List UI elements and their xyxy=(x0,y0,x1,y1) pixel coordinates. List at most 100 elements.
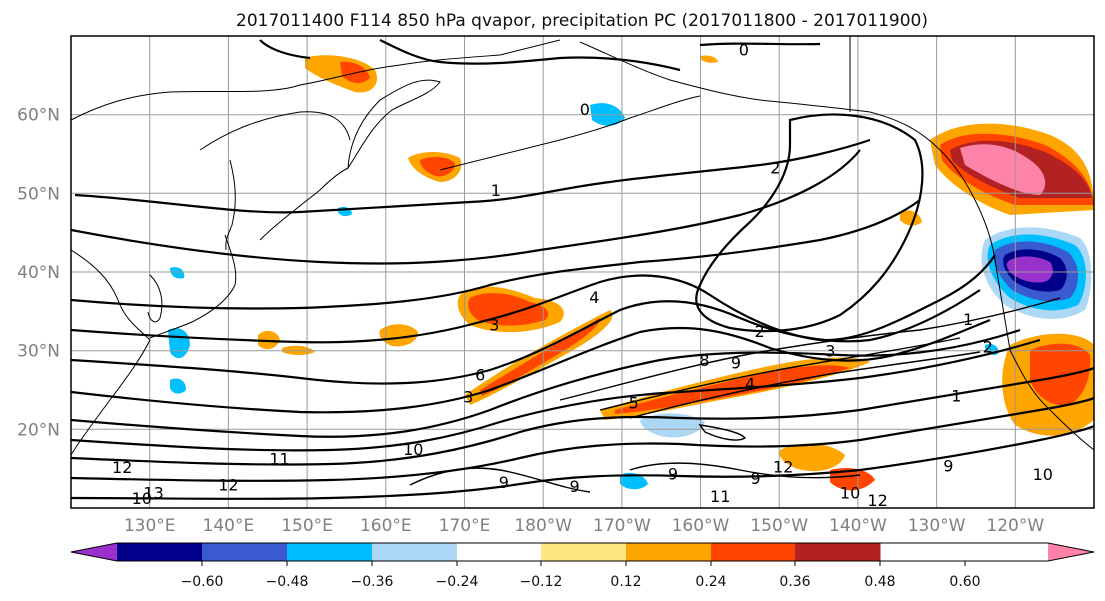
colorbar-segment xyxy=(626,543,712,561)
contour-line xyxy=(695,113,924,333)
colorbar-tick-label: 0.24 xyxy=(695,574,726,590)
colorbar-tick-label: 0.60 xyxy=(949,574,980,590)
contour-line xyxy=(71,396,1094,482)
coastline-okhotsk xyxy=(199,111,351,151)
contour-label: 4 xyxy=(589,288,599,307)
precip-negative-patch xyxy=(640,413,705,438)
contour-line xyxy=(71,318,991,414)
colorbar-segment xyxy=(711,543,796,561)
contour-label: 2 xyxy=(770,158,780,177)
lon-label: 120°W xyxy=(986,516,1044,536)
contour-line xyxy=(559,297,1061,401)
contour-line xyxy=(71,199,921,310)
precip-positive-patch xyxy=(700,55,718,63)
contour-label: 2 xyxy=(983,338,993,357)
contour-label: 5 xyxy=(629,394,639,413)
contour-line xyxy=(629,462,861,479)
lon-label: 150°W xyxy=(750,516,808,536)
precip-negative-patch xyxy=(170,267,185,279)
contour-label: 3 xyxy=(489,316,499,335)
graticule xyxy=(71,36,1094,508)
contour-label: 11 xyxy=(269,449,289,468)
precip-negative-patch xyxy=(620,472,648,490)
contour-label: 9 xyxy=(499,473,509,492)
contour-label: 0 xyxy=(739,40,749,59)
precip-negative-patch xyxy=(170,378,186,394)
contour-label: 9 xyxy=(668,464,678,483)
contour-line xyxy=(409,467,591,493)
colorbar-tick-label: 0.48 xyxy=(864,574,895,590)
contour-label: 13 xyxy=(143,483,163,502)
precip-positive-patch xyxy=(779,443,845,472)
lat-label: 30°N xyxy=(17,342,60,362)
colorbar-segment xyxy=(457,543,542,561)
map-frame xyxy=(70,35,1095,509)
lat-label: 60°N xyxy=(17,106,60,126)
lon-label: 180°W xyxy=(514,516,572,536)
colorbar-tick-label: −0.48 xyxy=(266,574,309,590)
precip-positive-patch xyxy=(830,468,875,491)
lon-label: 150°E xyxy=(281,516,333,536)
contour-line xyxy=(71,149,861,265)
lat-label: 50°N xyxy=(17,184,60,204)
contour-label: 9 xyxy=(751,469,761,488)
contour-label: 10 xyxy=(840,483,860,502)
contour-line xyxy=(599,337,961,411)
contour-label: 2 xyxy=(755,322,765,341)
lat-label: 40°N xyxy=(17,263,60,283)
contour-line xyxy=(71,328,1021,438)
precip-positive-patch xyxy=(468,293,549,326)
colorbar-segment xyxy=(202,543,288,561)
contour-line xyxy=(71,254,996,344)
contour-line xyxy=(71,366,1094,466)
coastline-china xyxy=(71,249,151,456)
contour-label: 12 xyxy=(867,491,887,510)
colorbar-segment xyxy=(372,543,458,561)
contour-line xyxy=(71,289,981,385)
contour-label: 8 xyxy=(699,351,709,370)
coastline-sakhalin xyxy=(225,159,236,251)
coastline-siberia xyxy=(71,39,561,121)
contour-label: 1 xyxy=(491,181,501,200)
contour-line xyxy=(71,338,1041,452)
contour-label: 12 xyxy=(773,457,793,476)
contour-label: 10 xyxy=(1033,465,1053,484)
coastline-kamchatka xyxy=(347,79,441,170)
qvapor-contours-thin xyxy=(409,297,1061,493)
lon-label: 160°E xyxy=(360,516,412,536)
lon-label: 170°E xyxy=(439,516,491,536)
contour-label: 12 xyxy=(218,475,238,494)
colorbar-segment xyxy=(287,543,373,561)
colorbar-extend-max xyxy=(1048,543,1094,561)
precip-positive-patch xyxy=(305,55,378,93)
contour-label: 9 xyxy=(731,354,741,373)
coastline-na-west xyxy=(1009,349,1094,451)
contour-label: 0 xyxy=(580,100,590,119)
contour-line xyxy=(259,39,681,72)
lon-label: 140°E xyxy=(203,516,255,536)
longitude-labels: 130°E 140°E 150°E 160°E 170°E 180°W 170°… xyxy=(124,516,1045,536)
colorbar-tick-label: −0.24 xyxy=(436,574,479,590)
contour-label: 1 xyxy=(963,310,973,329)
latitude-labels: 60°N 50°N 40°N 30°N 20°N xyxy=(17,106,60,441)
colorbar-extend-min xyxy=(71,543,117,561)
precip-positive-patch xyxy=(340,61,370,84)
precip-positive-patch xyxy=(960,144,1046,195)
lon-label: 140°W xyxy=(829,516,887,536)
contour-label: 3 xyxy=(463,387,473,406)
coastline-kurils xyxy=(259,167,349,241)
lon-label: 160°W xyxy=(672,516,730,536)
contour-label: 11 xyxy=(710,487,730,506)
contour-line xyxy=(74,138,871,214)
colorbar-tick-label: −0.12 xyxy=(520,574,563,590)
colorbar-segments xyxy=(71,543,1094,561)
colorbar-segment xyxy=(117,543,203,561)
colorbar-tick-label: −0.36 xyxy=(351,574,394,590)
colorbar-ticks: −0.60 −0.48 −0.36 −0.24 −0.12 0.12 0.24 0.36 0.4… xyxy=(181,561,981,590)
lat-label: 20°N xyxy=(17,420,60,440)
precip-positive-patch xyxy=(420,156,455,177)
contour-label: 9 xyxy=(943,457,953,476)
contour-label: 10 xyxy=(132,489,152,508)
